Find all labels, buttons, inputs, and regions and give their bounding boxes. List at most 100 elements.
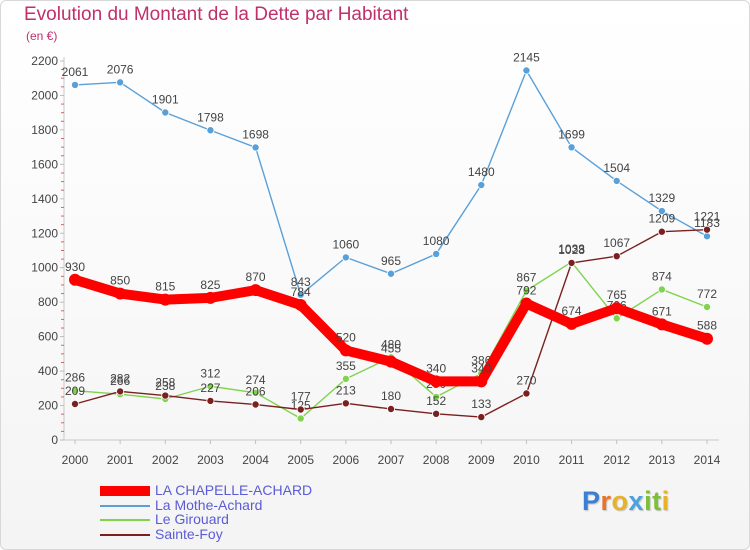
y-tick-label: 1600 — [31, 157, 58, 171]
data-label: 843 — [291, 275, 311, 289]
data-point — [69, 273, 81, 286]
legend-item: Sainte-Foy — [100, 525, 320, 542]
data-point — [657, 207, 666, 216]
series-la-chapelle-achard: 930 850 815 825 870 784 520 455 340 340 792 674 765 6… — [65, 260, 717, 388]
y-tick-label: 2200 — [31, 54, 58, 68]
y-tick-label: 2000 — [31, 88, 58, 102]
data-label: 455 — [381, 342, 401, 356]
x-tick-label: 2001 — [107, 453, 134, 467]
data-label: 850 — [110, 274, 130, 288]
data-point — [522, 286, 531, 295]
data-label: 355 — [336, 359, 356, 373]
data-label: 177 — [291, 390, 311, 404]
data-label: 671 — [652, 304, 672, 318]
data-label: 312 — [200, 366, 220, 380]
data-label: 772 — [697, 287, 717, 301]
data-point — [251, 143, 260, 152]
data-point — [657, 285, 666, 294]
x-tick-label: 2013 — [649, 453, 676, 467]
unit-label: (en €) — [26, 29, 58, 43]
y-tick-label: 200 — [38, 399, 58, 413]
data-point — [249, 284, 262, 297]
x-tick-label: 2004 — [242, 453, 269, 467]
x-tick-label: 2007 — [378, 453, 405, 467]
data-point — [206, 382, 215, 391]
data-label: 258 — [155, 376, 175, 390]
data-label: 825 — [200, 278, 220, 292]
data-point — [251, 400, 260, 409]
data-point — [522, 66, 531, 75]
data-point — [612, 176, 621, 185]
data-point — [161, 391, 170, 400]
data-label: 270 — [516, 373, 536, 387]
data-point — [567, 258, 576, 267]
data-label: 238 — [155, 379, 175, 393]
data-label: 792 — [516, 284, 536, 298]
data-point — [386, 404, 395, 413]
data-point — [296, 414, 305, 423]
data-label: 1699 — [558, 127, 585, 141]
x-tick-label: 2008 — [423, 453, 450, 467]
x-tick-label: 2010 — [513, 453, 540, 467]
data-point — [703, 232, 712, 241]
data-point — [432, 409, 441, 418]
data-label: 1901 — [152, 93, 179, 107]
data-label: 1080 — [423, 234, 450, 248]
data-label: 1033 — [558, 242, 585, 256]
legend-label: Sainte-Foy — [155, 525, 223, 542]
data-label: 340 — [426, 361, 446, 375]
data-point — [657, 227, 666, 236]
data-point — [204, 291, 217, 304]
data-point — [477, 181, 486, 190]
x-tick-label: 2003 — [197, 453, 224, 467]
data-label: 520 — [336, 330, 356, 344]
data-point — [296, 405, 305, 414]
series-sainte-foy: 209 282 258 227 206 177 213 180 152 133 270 1028 106… — [65, 210, 721, 422]
data-label: 1698 — [242, 127, 269, 141]
logo-letter: r — [600, 486, 612, 516]
data-point — [251, 388, 260, 397]
data-point — [701, 332, 713, 345]
y-tick-label: 1800 — [31, 123, 58, 137]
legend-swatch — [100, 519, 150, 521]
data-label: 209 — [65, 384, 85, 398]
y-tick-label: 1000 — [31, 261, 58, 275]
data-point — [294, 298, 307, 311]
data-label: 2061 — [62, 65, 89, 79]
data-point — [386, 269, 395, 278]
x-tick-label: 2006 — [333, 453, 360, 467]
data-point — [116, 387, 125, 396]
x-tick-label: 2011 — [559, 453, 585, 467]
data-point — [385, 355, 397, 368]
data-label: 213 — [336, 383, 356, 397]
data-point — [71, 386, 80, 395]
data-label: 588 — [697, 319, 717, 333]
data-point — [339, 344, 352, 357]
data-point — [206, 396, 215, 405]
data-point — [522, 389, 531, 398]
data-label: 1209 — [649, 212, 676, 226]
legend-item: Le Girouard — [100, 511, 320, 527]
data-point — [71, 80, 80, 89]
data-label: 266 — [110, 374, 130, 388]
legend-label: LA CHAPELLE-ACHARD — [155, 482, 313, 498]
data-point — [703, 225, 712, 234]
data-label: 874 — [652, 269, 672, 283]
data-label: 152 — [426, 394, 446, 408]
data-label: 227 — [200, 381, 220, 395]
legend-swatch — [100, 533, 150, 536]
legend-item: La Mothe-Achard — [100, 497, 320, 513]
data-label: 1480 — [468, 165, 495, 179]
data-point — [432, 249, 441, 258]
data-point — [567, 143, 576, 152]
data-label: 2145 — [513, 50, 540, 64]
data-label: 206 — [246, 385, 266, 399]
data-label: 815 — [155, 280, 175, 294]
y-tick-label: 0 — [51, 433, 58, 447]
data-point — [610, 302, 623, 315]
data-label: 1067 — [603, 236, 630, 250]
data-label: 784 — [291, 285, 311, 299]
data-point — [341, 374, 350, 383]
logo-letter: o — [611, 486, 629, 516]
x-tick-label: 2012 — [603, 453, 630, 467]
